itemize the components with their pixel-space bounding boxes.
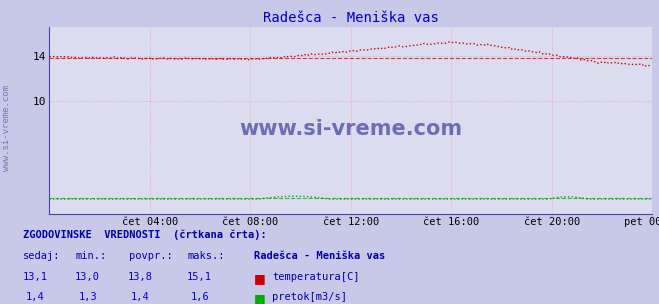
Text: temperatura[C]: temperatura[C]	[272, 272, 360, 282]
Text: 15,1: 15,1	[187, 272, 212, 282]
Text: 1,4: 1,4	[26, 292, 44, 302]
Text: sedaj:: sedaj:	[23, 251, 61, 261]
Text: www.si-vreme.com: www.si-vreme.com	[239, 119, 463, 139]
Text: pretok[m3/s]: pretok[m3/s]	[272, 292, 347, 302]
Text: www.si-vreme.com: www.si-vreme.com	[2, 85, 11, 171]
Text: maks.:: maks.:	[188, 251, 225, 261]
Text: min.:: min.:	[76, 251, 107, 261]
Text: 13,0: 13,0	[75, 272, 100, 282]
Text: 1,6: 1,6	[190, 292, 209, 302]
Title: Radešca - Meniška vas: Radešca - Meniška vas	[263, 11, 439, 25]
Text: ■: ■	[254, 272, 266, 285]
Text: 13,1: 13,1	[22, 272, 47, 282]
Text: povpr.:: povpr.:	[129, 251, 172, 261]
Text: Radešca - Meniška vas: Radešca - Meniška vas	[254, 251, 385, 261]
Text: 1,3: 1,3	[78, 292, 97, 302]
Text: 1,4: 1,4	[131, 292, 150, 302]
Text: 13,8: 13,8	[128, 272, 153, 282]
Text: ZGODOVINSKE  VREDNOSTI  (črtkana črta):: ZGODOVINSKE VREDNOSTI (črtkana črta):	[23, 230, 267, 240]
Text: ■: ■	[254, 292, 266, 304]
